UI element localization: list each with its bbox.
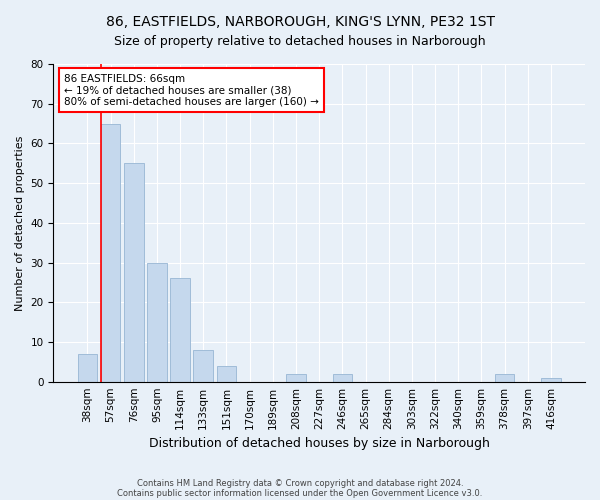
Bar: [332, 374, 352, 382]
Text: 86, EASTFIELDS, NARBOROUGH, KING'S LYNN, PE32 1ST: 86, EASTFIELDS, NARBOROUGH, KING'S LYNN,…: [106, 15, 494, 29]
Bar: [286, 374, 306, 382]
Bar: [124, 164, 143, 382]
Text: Size of property relative to detached houses in Narborough: Size of property relative to detached ho…: [114, 35, 486, 48]
Bar: [217, 366, 236, 382]
Text: Contains HM Land Registry data © Crown copyright and database right 2024.: Contains HM Land Registry data © Crown c…: [137, 478, 463, 488]
Bar: [147, 262, 167, 382]
Bar: [541, 378, 561, 382]
Bar: [77, 354, 97, 382]
Text: 86 EASTFIELDS: 66sqm
← 19% of detached houses are smaller (38)
80% of semi-detac: 86 EASTFIELDS: 66sqm ← 19% of detached h…: [64, 74, 319, 106]
Bar: [101, 124, 121, 382]
Bar: [495, 374, 514, 382]
Bar: [193, 350, 213, 382]
Text: Contains public sector information licensed under the Open Government Licence v3: Contains public sector information licen…: [118, 488, 482, 498]
Bar: [170, 278, 190, 382]
Y-axis label: Number of detached properties: Number of detached properties: [15, 135, 25, 310]
X-axis label: Distribution of detached houses by size in Narborough: Distribution of detached houses by size …: [149, 437, 490, 450]
